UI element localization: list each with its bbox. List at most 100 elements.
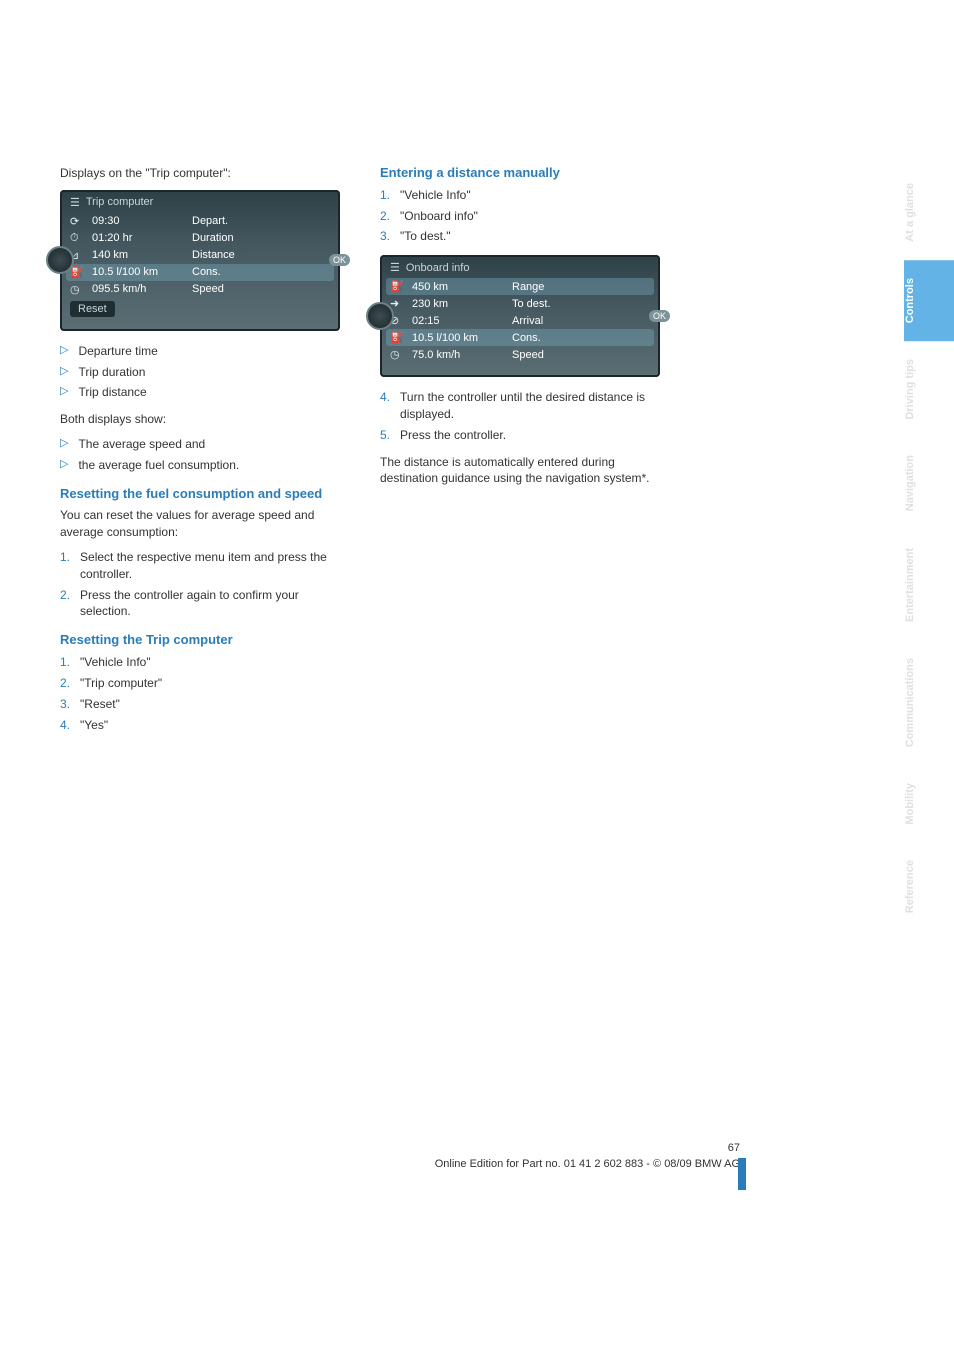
copyright-line: Online Edition for Part no. 01 41 2 602 … — [435, 1158, 740, 1170]
list-item: ▷ Departure time — [60, 343, 350, 360]
list-item-text: Turn the controller until the desired di… — [400, 389, 670, 423]
screenshot-row: ◷75.0 km/hSpeed — [390, 346, 650, 363]
list-item-text: Press the controller again to confirm yo… — [80, 587, 350, 621]
step-number: 1. — [60, 549, 70, 583]
row-value: 02:15 — [412, 315, 512, 327]
row-icon: ⛽ — [70, 266, 92, 279]
list-item: 2. "Onboard info" — [380, 208, 670, 225]
idrive-dial-icon — [366, 302, 394, 330]
triangle-icon: ▷ — [60, 364, 68, 381]
side-tab[interactable]: Reference — [904, 842, 954, 931]
list-item: 3."To dest." — [380, 228, 670, 245]
list-item: 5. Press the controller. — [380, 427, 670, 444]
step-number: 2. — [380, 208, 390, 225]
row-label: Depart. — [192, 215, 330, 227]
row-label: To dest. — [512, 298, 650, 310]
screenshot-rows: ⛽450 kmRange➜230 kmTo dest.⊘02:15Arrival… — [390, 278, 650, 363]
trip-computer-screenshot: OK ☰ Trip computer ⟳09:30Depart.⏱01:20 h… — [60, 190, 340, 331]
list-item-text: "Yes" — [80, 717, 108, 734]
bullets-displays: ▷Departure time▷Trip duration▷Trip dista… — [60, 343, 350, 401]
row-value: 450 km — [412, 281, 512, 293]
row-icon: ⟳ — [70, 215, 92, 228]
step-number: 1. — [380, 187, 390, 204]
enter-steps-1: 1. "Vehicle Info" 2. "Onboard info" 3."To de… — [380, 187, 670, 245]
list-item-text: Press the controller. — [400, 427, 506, 444]
step-number: 2. — [60, 587, 70, 621]
row-icon: ⏱ — [70, 232, 92, 245]
row-label: Speed — [192, 283, 330, 295]
step-number: 5. — [380, 427, 390, 444]
list-item: ▷ Trip distance — [60, 384, 350, 401]
list-item: 4. "Yes" — [60, 717, 350, 734]
row-value: 01:20 hr — [92, 232, 192, 244]
side-tab[interactable]: Mobility — [904, 765, 954, 843]
screenshot-rows: ⟳09:30Depart.⏱01:20 hrDuration⊿140 kmDis… — [70, 213, 330, 298]
both-displays-text: Both displays show: — [60, 411, 350, 428]
row-icon: ⛽ — [390, 331, 412, 344]
list-item-text: "Trip computer" — [80, 675, 162, 692]
step-number: 3. — [60, 696, 70, 713]
side-tab[interactable]: Controls — [904, 260, 954, 341]
screenshot-row: ⊘02:15Arrival — [390, 312, 650, 329]
row-label: Range — [512, 281, 650, 293]
row-value: 75.0 km/h — [412, 349, 512, 361]
side-tab[interactable]: Communications — [904, 640, 954, 765]
footer-accent-bar — [738, 1158, 746, 1190]
list-item-text: Select the respective menu item and pres… — [80, 549, 350, 583]
screenshot-title-text: Onboard info — [406, 262, 470, 274]
list-item-text: Departure time — [78, 343, 157, 360]
side-tab[interactable]: Entertainment — [904, 530, 954, 640]
row-value: 10.5 l/100 km — [92, 266, 192, 278]
list-item-text: the average fuel consumption. — [78, 457, 239, 474]
triangle-icon: ▷ — [60, 343, 68, 360]
screenshot-row: ⏱01:20 hrDuration — [70, 230, 330, 247]
screenshot-row: ⛽10.5 l/100 kmCons. — [386, 329, 654, 346]
triangle-icon: ▷ — [60, 384, 68, 401]
list-item: ▷Trip duration — [60, 364, 350, 381]
row-label: Duration — [192, 232, 330, 244]
list-item-text: "Vehicle Info" — [400, 187, 471, 204]
list-item-text: "Reset" — [80, 696, 120, 713]
screenshot-row: ⛽10.5 l/100 kmCons. — [66, 264, 334, 281]
list-item-text: "Vehicle Info" — [80, 654, 151, 671]
row-label: Cons. — [512, 332, 650, 344]
side-tab[interactable]: Navigation — [904, 437, 954, 529]
screenshot-row: ◷095.5 km/hSpeed — [70, 281, 330, 298]
list-icon: ☰ — [70, 196, 80, 209]
heading-enter-distance: Entering a distance manually — [380, 165, 670, 182]
list-item: 1. "Vehicle Info" — [380, 187, 670, 204]
step-number: 2. — [60, 675, 70, 692]
list-item-text: The average speed and — [78, 436, 205, 453]
side-tab[interactable]: At a glance — [904, 165, 954, 260]
list-item-text: "Onboard info" — [400, 208, 478, 225]
list-item: 2. "Trip computer" — [60, 675, 350, 692]
page-footer: 67 Online Edition for Part no. 01 41 2 6… — [60, 1142, 740, 1170]
row-icon: ◷ — [390, 348, 412, 361]
list-item: 2. Press the controller again to confirm … — [60, 587, 350, 621]
heading-reset-trip: Resetting the Trip computer — [60, 632, 350, 649]
row-value: 140 km — [92, 249, 192, 261]
two-column-layout: Displays on the "Trip computer": OK ☰ Tr… — [60, 165, 800, 743]
step-number: 1. — [60, 654, 70, 671]
reset-row: Reset — [70, 301, 115, 317]
row-icon: ⛽ — [390, 280, 412, 293]
intro-text: Displays on the "Trip computer": — [60, 165, 350, 182]
screenshot-row: ⟳09:30Depart. — [70, 213, 330, 230]
idrive-dial-icon — [46, 246, 74, 274]
side-tab[interactable]: Driving tips — [904, 341, 954, 438]
row-icon: ◷ — [70, 283, 92, 296]
row-icon: ➜ — [390, 297, 412, 310]
row-value: 10.5 l/100 km — [412, 332, 512, 344]
screenshot-row: ⊿140 kmDistance — [70, 247, 330, 264]
row-label: Cons. — [192, 266, 330, 278]
bullets-both-show: ▷The average speed and▷the average fuel … — [60, 436, 350, 474]
page-content: Displays on the "Trip computer": OK ☰ Tr… — [60, 0, 800, 743]
reset-fuel-steps: 1. Select the respective menu item and pr… — [60, 549, 350, 620]
left-column: Displays on the "Trip computer": OK ☰ Tr… — [60, 165, 350, 743]
row-label: Speed — [512, 349, 650, 361]
list-item-text: Trip distance — [78, 384, 146, 401]
right-column: Entering a distance manually 1. "Vehicle … — [380, 165, 670, 743]
list-item: ▷the average fuel consumption. — [60, 457, 350, 474]
reset-fuel-intro: You can reset the values for average spe… — [60, 507, 350, 541]
step-number: 4. — [60, 717, 70, 734]
